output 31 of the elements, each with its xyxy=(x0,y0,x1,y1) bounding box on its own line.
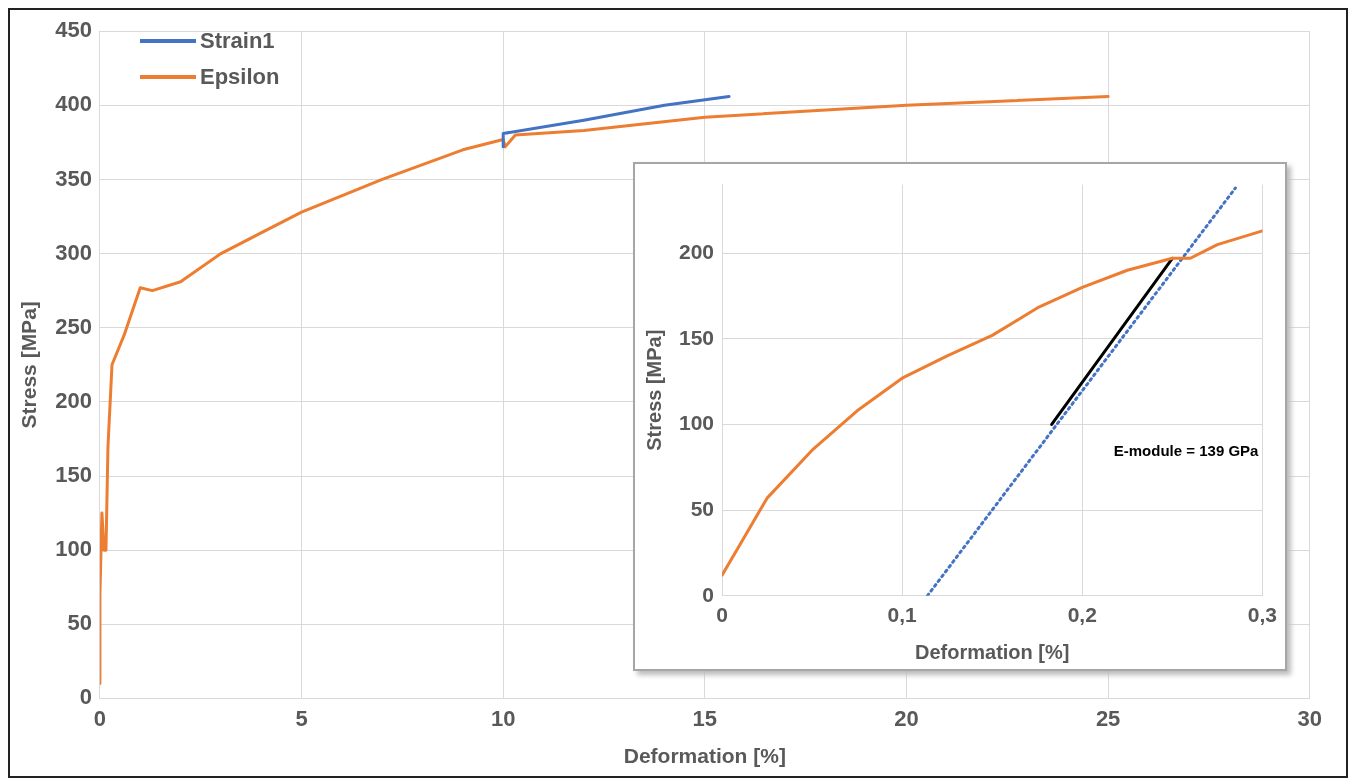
y-tick-label: 200 xyxy=(55,387,92,413)
legend-label: Strain1 xyxy=(200,28,275,54)
x-tick-label: 15 xyxy=(692,705,718,731)
y-tick-label: 350 xyxy=(55,165,92,191)
x-tick-label: 0,3 xyxy=(1247,603,1278,627)
y-tick-label: 150 xyxy=(55,462,92,488)
y-tick-label: 50 xyxy=(67,610,92,636)
x-tick-label: 25 xyxy=(1095,705,1121,731)
y-axis-title: Stress [MPa] xyxy=(642,329,665,451)
y-tick-label: 300 xyxy=(55,239,92,265)
x-axis-title: Deformation [%] xyxy=(623,744,786,768)
y-axis-title: Stress [MPa] xyxy=(17,301,41,429)
annotation: E-module = 139 GPa xyxy=(1113,442,1260,460)
y-tick-label: 100 xyxy=(55,536,92,562)
x-tick-label: 0,2 xyxy=(1067,603,1097,627)
x-tick-label: 0,1 xyxy=(887,603,918,627)
x-tick-label: 30 xyxy=(1297,705,1323,731)
legend-label: Epsilon xyxy=(200,64,280,90)
x-tick-label: 10 xyxy=(490,705,516,731)
y-tick-label: 200 xyxy=(678,239,715,263)
y-tick-label: 50 xyxy=(690,496,715,520)
x-axis-title: Deformation [%] xyxy=(914,640,1070,663)
x-tick-label: 20 xyxy=(894,705,919,731)
y-tick-label: 450 xyxy=(55,17,92,43)
y-tick-label: 250 xyxy=(55,313,92,339)
y-tick-label: 100 xyxy=(678,411,715,435)
x-tick-label: 5 xyxy=(295,705,308,731)
y-tick-label: 150 xyxy=(678,325,715,349)
y-tick-label: 0 xyxy=(79,684,92,710)
y-tick-label: 400 xyxy=(55,91,92,117)
y-tick-label: 0 xyxy=(702,582,715,606)
